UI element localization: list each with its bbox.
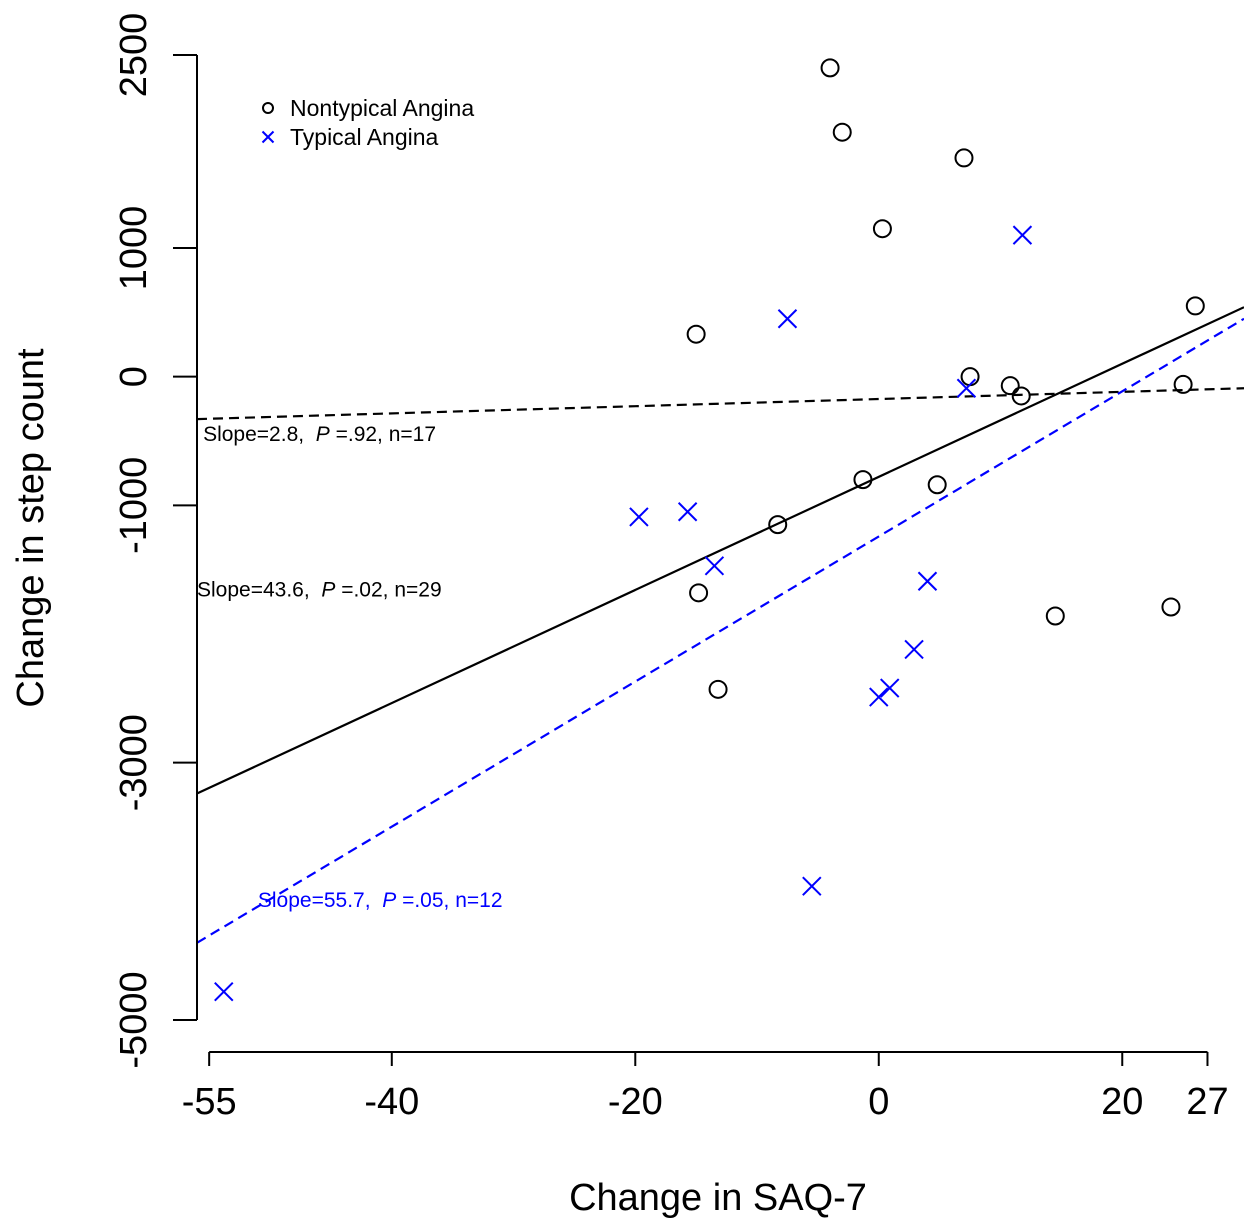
x-tick-label: -55 [182,1081,237,1123]
x-axis: -55 -40 -20 0 20 27 [182,1051,1229,1123]
y-axis: 2500 1000 0 -1000 -3000 -5000 [113,13,198,1069]
cross-stroke [880,678,900,698]
data-point-circle [1011,386,1031,406]
data-point-circle [1000,376,1020,396]
cross-stroke [802,876,822,896]
cross-stroke [677,502,698,522]
data-point-circle [927,475,947,495]
data-point-cross [629,507,649,527]
x-tick-label: 27 [1186,1081,1228,1123]
data-point-circle [1185,296,1205,316]
y-tick-label: -1000 [113,457,155,554]
y-tick-label: -3000 [113,714,155,811]
slope-annotation-nontypical: Slope=2.8, P =.92, n=17 [203,423,436,446]
data-point-circle [1161,597,1181,617]
data-point-circle [686,324,706,344]
data-point-circle [960,367,980,387]
p-and-n: =.05, n=12 [396,889,502,912]
cross-stroke [869,687,889,707]
data-point-cross [704,556,725,576]
p-and-n: =.92, n=17 [330,423,436,446]
y-axis-title: Change in step count [10,348,52,708]
data-point-cross [917,571,938,591]
y-tick-label: -5000 [113,971,155,1068]
x-tick-label: 0 [868,1081,889,1123]
p-letter: P [316,423,330,446]
data-point-circle [689,583,709,603]
slope-annotation-all: Slope=43.6, P =.02, n=29 [197,579,442,602]
y-tick-label: 0 [113,366,155,387]
data-point-circle [954,148,974,168]
legend-cross-marker [261,130,275,144]
data-point-cross [214,981,234,1002]
cross-stroke [917,571,938,591]
slope-value: Slope=55.7, [258,889,382,912]
legend-label: Nontypical Angina [290,95,474,121]
slope-annotations: Slope=2.8, P =.92, n=17 Slope=43.6, P =.0… [197,423,503,912]
fit-line [196,306,1244,795]
data-point-circle [820,58,840,78]
data-point-circle [768,515,788,535]
slope-value: Slope=43.6, [197,579,321,602]
slope-annotation-typical: Slope=55.7, P =.05, n=12 [258,889,503,912]
data-point-circle [853,470,873,490]
data-point-cross [904,639,924,660]
cross-stroke [629,507,649,527]
x-tick-label: 20 [1101,1081,1143,1123]
cross-stroke [214,981,234,1002]
p-and-n: =.02, n=29 [335,579,441,602]
plot-area: Slope=2.8, P =.92, n=17 Slope=43.6, P =.0… [196,58,1244,1002]
fit-line [196,317,1244,944]
data-point-cross [802,876,822,896]
cross-stroke [777,309,798,329]
data-point-circle [1173,374,1193,394]
x-axis-title: Change in SAQ-7 [569,1177,867,1219]
cross-stroke [261,130,275,144]
legend-circle-marker [262,102,274,114]
data-point-circle [1045,606,1065,626]
data-point-cross [1012,225,1033,245]
data-point-circle [872,219,892,239]
p-letter: P [382,889,396,912]
fit-line [196,387,1244,421]
data-point-cross [869,687,889,707]
x-tick-label: -40 [364,1081,419,1123]
cross-stroke [904,639,924,660]
data-points [214,58,1205,1002]
cross-stroke [956,378,977,398]
data-point-circle [708,679,728,699]
data-point-cross [956,378,977,398]
y-tick-label: 2500 [113,13,155,98]
cross-stroke [1012,225,1033,245]
data-point-cross [777,309,798,329]
data-point-circle [832,122,852,142]
data-point-cross [677,502,698,522]
data-point-cross [880,678,900,698]
y-tick-label: 1000 [113,206,155,291]
p-letter: P [321,579,335,602]
fit-lines [196,306,1244,944]
x-tick-label: -20 [608,1081,663,1123]
slope-value: Slope=2.8, [203,423,316,446]
legend: Nontypical Angina Typical Angina [261,95,474,150]
cross-stroke [704,556,725,576]
legend-label: Typical Angina [290,124,439,150]
